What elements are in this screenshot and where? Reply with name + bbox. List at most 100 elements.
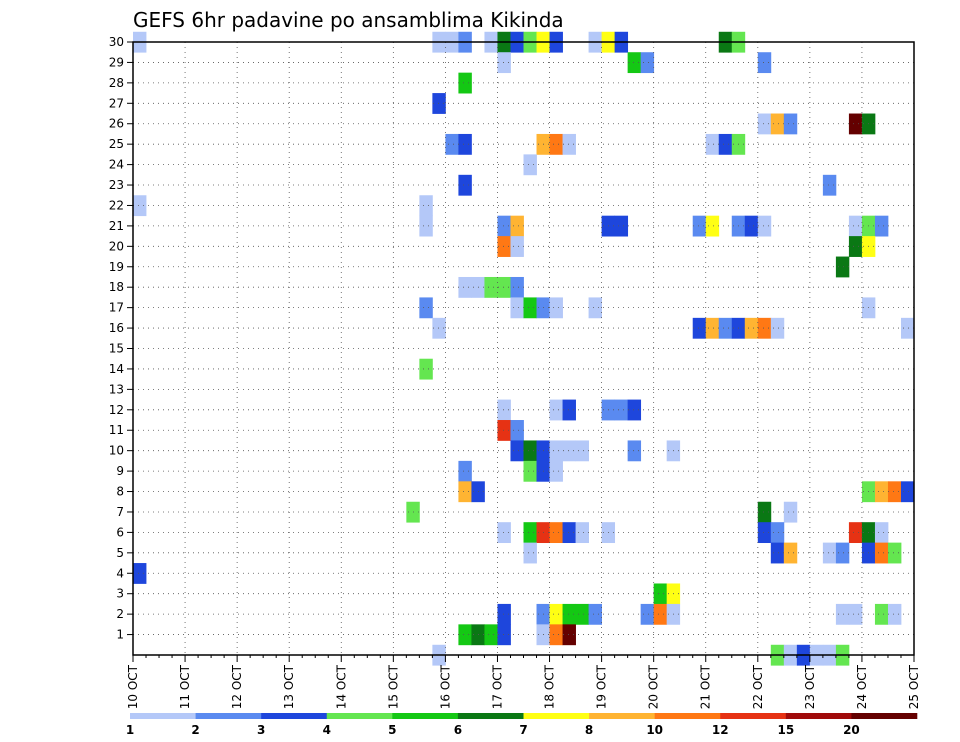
y-tick-label: 15 bbox=[109, 342, 124, 356]
x-tick-label: 16 OCT bbox=[438, 664, 452, 709]
data-cell bbox=[757, 501, 772, 523]
x-tick-label: 12 OCT bbox=[230, 664, 244, 709]
data-cell bbox=[419, 195, 433, 217]
data-cell bbox=[627, 52, 642, 74]
data-cell bbox=[692, 215, 707, 237]
colorbar-swatch bbox=[589, 713, 655, 719]
colorbar-label: 10 bbox=[646, 723, 663, 737]
data-cell bbox=[757, 522, 772, 544]
data-cell bbox=[549, 522, 563, 544]
data-cell bbox=[562, 522, 576, 544]
colorbar-swatch bbox=[851, 713, 918, 719]
data-cell bbox=[718, 133, 733, 155]
colorbar-swatch bbox=[261, 713, 328, 719]
y-tick-label: 2 bbox=[116, 607, 124, 621]
data-cell bbox=[653, 603, 668, 625]
y-tick-label: 19 bbox=[109, 260, 124, 274]
y-tick-label: 4 bbox=[116, 566, 124, 580]
y-tick-label: 25 bbox=[109, 137, 124, 151]
data-cell bbox=[549, 460, 563, 482]
x-tick-label: 24 OCT bbox=[855, 664, 869, 709]
data-cell bbox=[627, 399, 642, 421]
y-tick-label: 7 bbox=[116, 505, 124, 519]
data-cell bbox=[757, 113, 772, 135]
data-cell bbox=[458, 276, 472, 298]
data-cell bbox=[549, 440, 563, 462]
data-cell bbox=[822, 542, 837, 564]
x-tick-label: 19 OCT bbox=[595, 664, 609, 709]
colorbar-swatch bbox=[785, 713, 852, 719]
y-tick-label: 18 bbox=[109, 280, 124, 294]
data-cell bbox=[627, 440, 642, 462]
data-cell bbox=[575, 522, 589, 544]
data-cell bbox=[458, 481, 472, 503]
y-tick-label: 17 bbox=[109, 301, 124, 315]
data-cell bbox=[458, 624, 472, 646]
data-cell bbox=[783, 501, 798, 523]
x-tick-label: 15 OCT bbox=[386, 664, 400, 709]
colorbar-label: 7 bbox=[519, 723, 527, 737]
y-tick-label: 8 bbox=[116, 485, 124, 499]
data-cell bbox=[549, 399, 563, 421]
x-tick-label: 11 OCT bbox=[178, 664, 192, 709]
data-cell bbox=[848, 215, 863, 237]
y-tick-label: 27 bbox=[109, 96, 124, 110]
x-tick-label: 20 OCT bbox=[647, 664, 661, 709]
data-cell bbox=[523, 542, 537, 564]
x-tick-label: 14 OCT bbox=[334, 664, 348, 709]
data-cell bbox=[419, 215, 433, 237]
x-tick-label: 18 OCT bbox=[543, 664, 557, 709]
data-cell bbox=[887, 542, 902, 564]
data-cell bbox=[549, 603, 563, 625]
colorbar-label: 3 bbox=[257, 723, 265, 737]
y-tick-label: 10 bbox=[109, 444, 124, 458]
x-tick-label: 22 OCT bbox=[751, 664, 765, 709]
data-cell bbox=[640, 603, 655, 625]
y-tick-label: 29 bbox=[109, 55, 124, 69]
colorbar-label: 12 bbox=[712, 723, 729, 737]
y-tick-label: 3 bbox=[116, 587, 124, 601]
colorbar-swatch bbox=[654, 713, 721, 719]
y-tick-label: 26 bbox=[109, 117, 124, 131]
data-cell bbox=[783, 542, 798, 564]
y-tick-label: 30 bbox=[109, 35, 124, 49]
data-cell bbox=[510, 276, 524, 298]
data-cell bbox=[432, 93, 446, 114]
data-cell bbox=[497, 399, 511, 421]
colorbar-label: 6 bbox=[454, 723, 462, 737]
y-tick-label: 22 bbox=[109, 198, 124, 212]
data-cell bbox=[523, 522, 537, 544]
y-tick-label: 12 bbox=[109, 403, 124, 417]
data-cell bbox=[484, 276, 498, 298]
data-cell bbox=[497, 52, 511, 74]
data-cell bbox=[523, 460, 537, 482]
y-tick-label: 14 bbox=[109, 362, 124, 376]
data-cell bbox=[497, 276, 511, 298]
colorbar-label: 2 bbox=[191, 723, 199, 737]
chart-title: GEFS 6hr padavine po ansamblima Kikinda bbox=[133, 8, 564, 32]
y-tick-label: 6 bbox=[116, 525, 124, 539]
data-cell bbox=[497, 420, 511, 441]
y-tick-label: 21 bbox=[109, 219, 124, 233]
data-cell bbox=[887, 603, 902, 625]
y-tick-label: 5 bbox=[116, 546, 124, 560]
data-cell bbox=[523, 154, 537, 176]
data-cell bbox=[497, 624, 511, 646]
data-cell bbox=[874, 522, 889, 544]
grid-lines bbox=[133, 41, 914, 655]
x-tick-label: 23 OCT bbox=[803, 664, 817, 709]
data-cell bbox=[874, 215, 889, 237]
y-tick-label: 20 bbox=[109, 239, 124, 253]
data-cell bbox=[497, 215, 511, 237]
colorbar-label: 20 bbox=[843, 723, 860, 737]
x-axis: 10 OCT 11 OCT 12 OCT 13 OCT 14 OCT 15 OCT 16 O… bbox=[126, 655, 921, 709]
colorbar-swatch bbox=[457, 713, 524, 719]
colorbar-label: 4 bbox=[323, 723, 331, 737]
data-cell bbox=[835, 256, 850, 278]
y-axis: 1234567891011121314151617181920212223242… bbox=[109, 35, 133, 642]
data-cell bbox=[510, 420, 524, 441]
colorbar-swatch bbox=[523, 713, 590, 719]
data-cell bbox=[848, 113, 863, 135]
data-cell bbox=[497, 236, 511, 257]
